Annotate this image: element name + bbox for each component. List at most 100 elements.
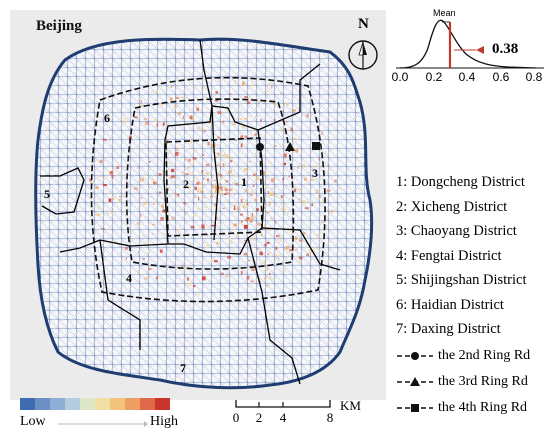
density-cell [219,174,223,176]
color-swatch [20,398,35,410]
color-swatch [80,398,95,410]
density-cell [158,173,162,176]
north-arrow-icon [348,40,378,70]
density-cell [161,204,164,209]
density-cell [222,184,227,188]
district-number-4: 4 [126,271,132,285]
density-cell [189,243,192,245]
density-cell [166,151,170,155]
density-cell [108,198,112,203]
density-cell [247,235,250,237]
color-swatch [110,398,125,410]
density-cell [196,107,199,111]
density-cell [159,249,163,253]
density-cell [187,158,191,162]
density-cell [140,100,142,103]
density-cell [243,180,246,182]
circle-marker-icon [397,352,433,360]
ring-legend-label: the 2nd Ring Rd [438,348,531,363]
density-cell [185,173,189,175]
density-cell [140,177,144,182]
density-cell [137,251,140,254]
density-cell [254,115,259,117]
density-cell [223,163,226,167]
ring-4th-marker [312,142,320,150]
density-cell [119,173,123,178]
density-cell [168,161,172,165]
density-cell [249,113,252,117]
density-cell [226,155,230,159]
district-legend-item: 5: Shijingshan District [396,272,527,288]
density-cell [217,188,221,193]
district-legend-item: 2: Xicheng District [396,198,508,215]
density-cell [252,238,257,241]
density-cell [295,236,297,241]
density-cell [209,195,213,198]
density-cell [234,210,236,213]
density-cell [186,277,190,281]
density-cell [96,205,101,210]
density-cell [103,138,107,141]
density-cell [244,96,248,99]
density-cell [202,153,205,156]
district-legend-item: 4: Fengtai District [396,247,502,264]
density-cell [225,180,229,183]
density-cell [187,191,190,193]
density-cell [173,290,176,292]
density-cell [228,192,232,194]
scale-tick: 4 [279,410,287,425]
map-title: Beijing [36,18,82,34]
triangle-marker-icon [397,377,433,386]
density-cell [210,224,215,227]
density-cell [266,90,269,93]
density-cell [283,248,287,250]
density-cell [99,176,103,178]
density-cell [160,104,164,106]
density-cell [249,161,251,163]
density-cell [189,115,193,120]
density-cell [318,191,321,193]
density-cell [188,186,192,189]
density-cell [124,121,127,124]
density-cell [245,218,249,222]
density-cell [89,178,92,182]
density-cell [260,233,263,236]
density-cell [135,189,138,191]
density-cell [248,259,250,262]
density-cell [240,271,243,275]
density-cell [192,285,196,287]
density-cell [203,185,205,188]
density-cell [257,101,260,103]
density-cell [231,174,234,176]
density-cell [220,176,224,179]
density-cell [298,239,303,242]
density-cell [233,208,236,210]
density-cell [217,78,221,82]
density-cell [153,258,155,260]
density-cell [240,213,243,216]
density-cell [306,253,309,256]
density-cell [123,186,126,189]
density-cell [188,282,192,286]
density-cell [95,186,99,189]
x-tick: 0.2 [425,70,443,84]
scale-tick: 2 [255,410,263,425]
density-cell [142,258,146,260]
density-cell [241,268,243,270]
density-cell [250,280,254,283]
square-marker-icon [397,404,433,412]
density-cell [200,190,205,193]
density-cell [187,167,191,169]
density-cell [219,179,221,183]
density-cell [244,239,248,242]
density-cell [317,164,322,167]
density-cell [140,105,145,107]
density-cell [282,265,286,268]
density-cell [314,178,319,182]
density-cell [257,222,261,226]
density-cell [216,212,218,214]
density-cell [230,205,233,207]
density-cell [310,179,314,182]
density-cell [193,178,195,183]
density-cell [207,139,209,143]
